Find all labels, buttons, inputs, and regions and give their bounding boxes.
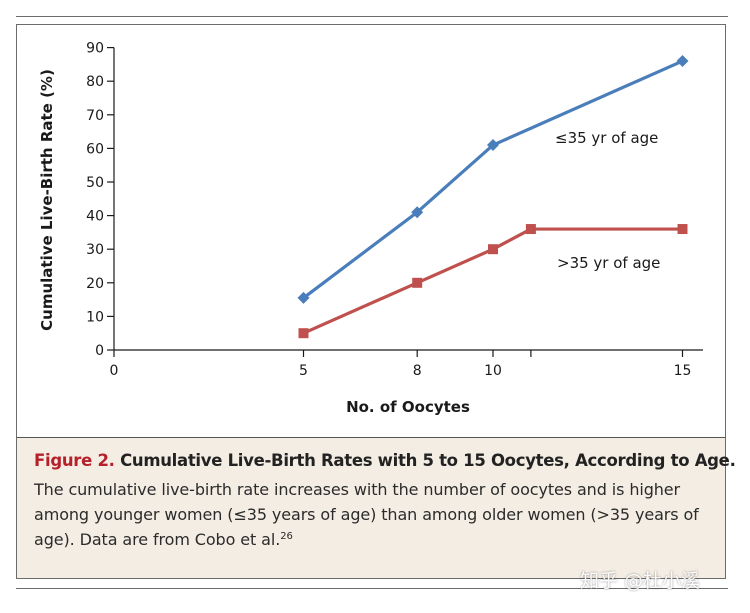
y-tick-label-10: 10 [86, 309, 104, 325]
x-axis: 0 5 8 10 15 [110, 349, 703, 379]
y-tick-label-60: 60 [86, 141, 104, 157]
x-tick-label-15: 15 [674, 363, 692, 379]
caption-body: The cumulative live-birth rate increases… [34, 477, 711, 552]
y-tick-label-20: 20 [86, 276, 104, 292]
caption-body-text: The cumulative live-birth rate increases… [34, 480, 699, 549]
series-0-point-1 [411, 206, 424, 219]
figure-caption: Figure 2. Cumulative Live-Birth Rates wi… [17, 437, 736, 578]
y-tick-label-80: 80 [86, 74, 104, 90]
y-tick-label-30: 30 [86, 242, 104, 258]
series-0-point-2 [487, 139, 499, 152]
x-tick-label-5: 5 [299, 363, 308, 379]
x-axis-label: No. of Oocytes [346, 398, 470, 416]
y-tick-label-70: 70 [86, 108, 104, 124]
series-1-point-1 [412, 277, 423, 288]
series-1-point-4 [677, 224, 688, 235]
y-tick-label-90: 90 [86, 41, 104, 57]
series-1-point-0 [298, 328, 309, 339]
series-line-0 [302, 59, 684, 300]
y-axis: 0 10 20 30 40 50 60 70 80 90 [86, 41, 115, 359]
top-rule [16, 16, 728, 17]
x-tick-label-8: 8 [413, 363, 422, 379]
x-tick-label-0: 0 [110, 363, 119, 379]
series [297, 55, 689, 339]
caption-title: Figure 2. Cumulative Live-Birth Rates wi… [34, 450, 736, 472]
y-tick-label-0: 0 [95, 343, 104, 359]
y-axis-label: Cumulative Live-Birth Rate (%) [38, 69, 56, 331]
series-0-point-0 [297, 291, 310, 304]
x-tick-label-10: 10 [484, 363, 502, 379]
series-label-older: >35 yr of age [557, 254, 660, 272]
chart: 0 10 20 30 40 50 60 70 80 90 0 5 8 10 15 Cumulative L… [38, 41, 703, 416]
watermark: 知乎 @杜小溪 [580, 570, 701, 592]
bottom-rule [16, 588, 728, 589]
series-1-point-3 [525, 224, 536, 235]
series-1-point-2 [488, 244, 498, 255]
y-tick-label-40: 40 [86, 209, 104, 225]
series-0-point-3 [676, 55, 689, 68]
figure-frame [16, 24, 726, 579]
figure-label: Figure 2. [34, 451, 115, 470]
reference-superscript: 26 [280, 531, 293, 542]
caption-title-text: Cumulative Live-Birth Rates with 5 to 15… [120, 451, 736, 470]
series-label-young: ≤35 yr of age [555, 129, 658, 147]
y-tick-label-50: 50 [86, 175, 104, 191]
